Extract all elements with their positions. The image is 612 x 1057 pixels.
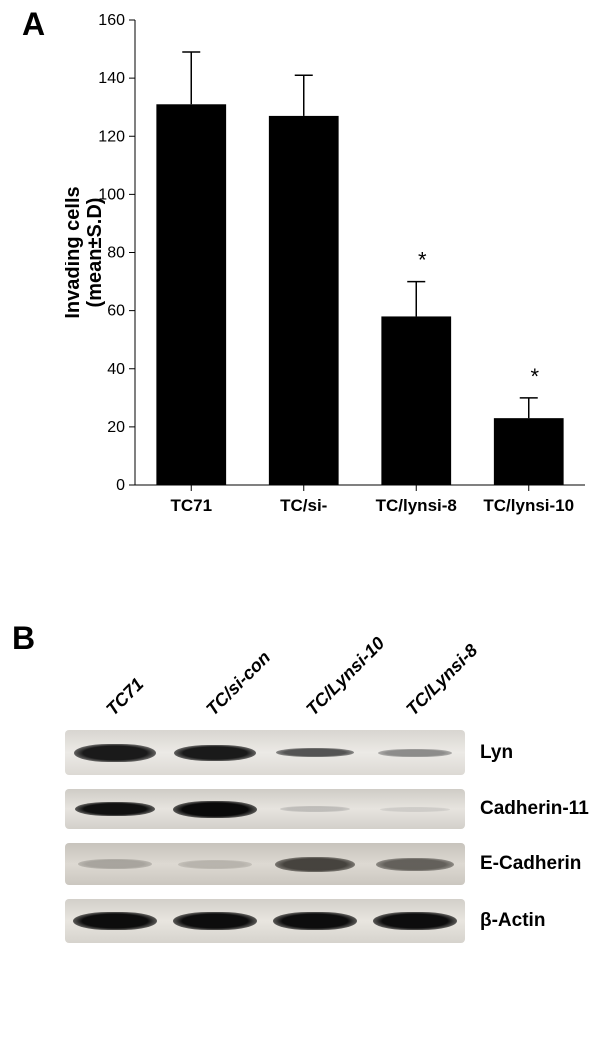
svg-text:20: 20 — [107, 419, 125, 436]
blot-band — [376, 858, 454, 871]
blot-row-label: Cadherin-11 — [480, 798, 589, 820]
blot-band — [73, 912, 157, 930]
blot-band — [275, 857, 355, 872]
lane-label: TC/si-con — [202, 647, 275, 720]
blot-band — [280, 806, 350, 812]
blot-row-label: E-Cadherin — [480, 853, 581, 875]
bar-chart-invading-cells: 020406080100120140160Invading cells(mean… — [65, 10, 595, 540]
blot-band — [74, 744, 156, 762]
blot-band — [378, 749, 452, 757]
blot-row-label: Lyn — [480, 742, 513, 764]
svg-text:160: 160 — [98, 12, 125, 29]
svg-text:120: 120 — [98, 128, 125, 145]
blot-band — [380, 807, 450, 812]
svg-text:60: 60 — [107, 303, 125, 320]
blot-row — [65, 789, 465, 829]
svg-text:*: * — [530, 364, 539, 389]
svg-text:TC/lynsi-8: TC/lynsi-8 — [376, 496, 457, 515]
blot-band — [173, 912, 257, 930]
blot-band — [78, 859, 152, 869]
lane-label: TC71 — [102, 674, 148, 720]
svg-text:40: 40 — [107, 361, 125, 378]
lane-labels-container: TC71TC/si-conTC/Lynsi-10TC/Lynsi-8 — [75, 620, 475, 720]
blot-rows-container — [65, 730, 465, 957]
blot-row — [65, 899, 465, 943]
blot-band — [178, 860, 252, 869]
svg-text:TC/si-: TC/si- — [280, 496, 327, 515]
svg-text:80: 80 — [107, 245, 125, 262]
blot-band — [173, 801, 257, 818]
svg-text:Invading cells(mean±S.D): Invading cells(mean±S.D) — [65, 186, 106, 318]
western-blot-panel: TC71 TC/si-con TC/Lynsi-10TC/Lynsi-8 Lyn Ca… — [10, 620, 602, 1040]
panel-a-label: A — [22, 6, 45, 43]
blot-band — [373, 912, 457, 930]
lane-label: TC/Lynsi-10 — [302, 633, 389, 720]
blot-band — [273, 912, 357, 930]
blot-row — [65, 843, 465, 885]
svg-text:TC71: TC71 — [170, 496, 212, 515]
bar-chart-svg: 020406080100120140160Invading cells(mean… — [65, 10, 595, 540]
blot-row — [65, 730, 465, 775]
svg-text:0: 0 — [116, 477, 125, 494]
svg-text:*: * — [418, 248, 427, 273]
blot-row-label: β-Actin — [480, 910, 545, 932]
lane-label: TC/Lynsi-8 — [402, 640, 482, 720]
blot-band — [75, 802, 155, 816]
svg-text:TC/lynsi-10: TC/lynsi-10 — [483, 496, 574, 515]
blot-band — [276, 748, 354, 757]
svg-text:140: 140 — [98, 70, 125, 87]
blot-band — [174, 745, 256, 761]
